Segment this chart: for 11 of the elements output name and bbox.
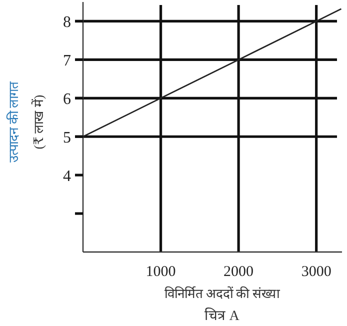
- x-tick-label: 2000: [224, 264, 254, 280]
- x-tick-label: 1000: [146, 264, 176, 280]
- x-tick-label: 3000: [301, 264, 332, 280]
- y-tick-label: 6: [63, 91, 71, 108]
- x-axis-title: विनिर्मित अददों की संख्या: [164, 286, 280, 301]
- y-tick-label: 4: [63, 168, 71, 186]
- y-axis-title: उत्पादन की लागत (₹ लाख में): [6, 80, 46, 162]
- y-tick-label: 5: [63, 130, 71, 147]
- text: चित्र A: [204, 307, 240, 324]
- y-tick-label: 7: [63, 52, 71, 70]
- y-tick-label: 8: [63, 14, 71, 32]
